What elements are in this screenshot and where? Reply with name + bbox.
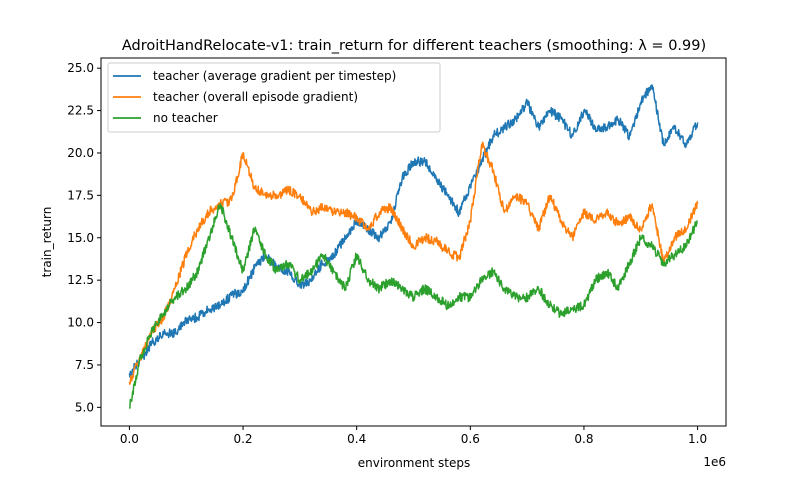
y-axis-label: train_return — [40, 207, 54, 278]
legend: teacher (average gradient per timestep) t… — [107, 62, 441, 133]
plot-frame — [100, 57, 727, 427]
legend-box — [107, 62, 441, 133]
x-tick-label: 0.8 — [574, 432, 593, 446]
y-tick-label: 12.5 — [67, 273, 94, 287]
x-axis: 0.0 0.2 0.4 0.6 0.8 1.0 — [120, 426, 707, 446]
y-tick-label: 7.5 — [75, 358, 94, 372]
x-axis-label: environment steps — [358, 456, 470, 470]
x-tick-label: 0.4 — [347, 432, 366, 446]
y-tick-label: 20.0 — [67, 146, 94, 160]
legend-label: teacher (average gradient per timestep) — [153, 69, 396, 83]
x-axis-offset-text: 1e6 — [703, 455, 726, 469]
legend-label: teacher (overall episode gradient) — [153, 90, 358, 104]
y-tick-label: 25.0 — [67, 61, 94, 75]
series-line — [128, 84, 699, 378]
y-tick-label: 15.0 — [67, 231, 94, 245]
y-axis: 5.0 7.5 10.0 12.5 15.0 17.5 20.0 22.5 25.0 — [67, 61, 101, 414]
x-tick-label: 1.0 — [688, 432, 707, 446]
x-tick-label: 0.2 — [233, 432, 252, 446]
y-tick-label: 10.0 — [67, 316, 94, 330]
y-tick-label: 17.5 — [67, 188, 94, 202]
series-line — [128, 141, 699, 386]
chart-title: AdroitHandRelocate-v1: train_return for … — [122, 38, 706, 54]
series-line — [128, 203, 698, 409]
x-tick-label: 0.0 — [120, 432, 139, 446]
x-tick-label: 0.6 — [461, 432, 480, 446]
legend-label: no teacher — [153, 111, 218, 125]
series-layer — [128, 84, 699, 409]
y-tick-label: 22.5 — [67, 104, 94, 118]
y-tick-label: 5.0 — [75, 400, 94, 414]
